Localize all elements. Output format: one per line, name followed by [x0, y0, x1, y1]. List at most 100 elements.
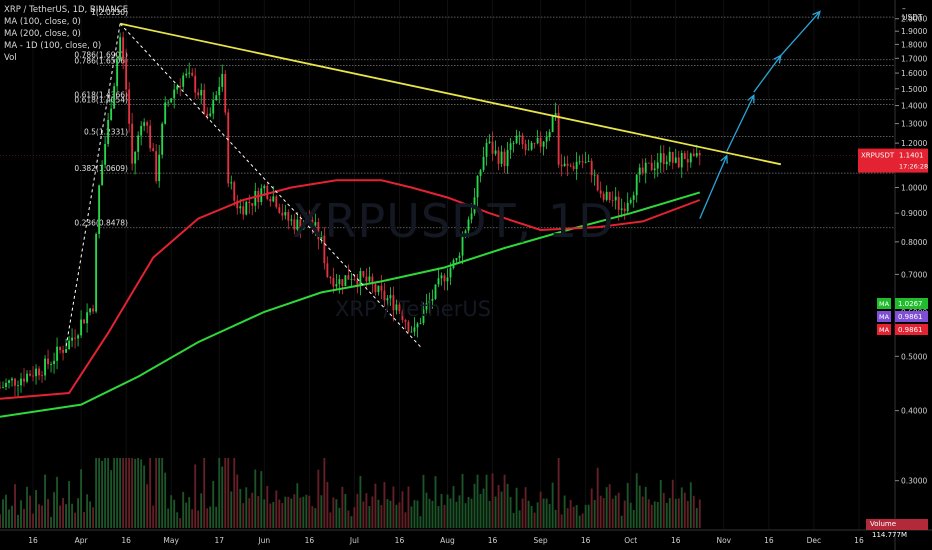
symbol-line: XRP / TetherUS, 1D, BINANCE	[4, 5, 129, 15]
volume-bar	[176, 512, 179, 528]
indicator-ma-1d-100[interactable]: MA - 1D (100, close, 0)	[4, 41, 102, 51]
candle-body	[539, 138, 542, 147]
volume-bar	[635, 473, 638, 528]
volume-bar	[563, 495, 566, 528]
candle-body	[461, 236, 464, 256]
volume-bar	[578, 515, 581, 528]
candle-body	[29, 373, 31, 376]
fib-level-label: 0.5(1.2331)	[84, 127, 128, 136]
volume-bar	[62, 497, 65, 528]
volume-bar	[92, 507, 95, 528]
candle-body	[401, 311, 404, 321]
volume-bar	[392, 486, 395, 528]
candle-body	[686, 159, 689, 163]
volume-bar	[77, 498, 80, 528]
candle-body	[266, 185, 269, 200]
candle-body	[692, 153, 695, 157]
candle-body	[419, 323, 422, 324]
volume-bar	[503, 474, 506, 528]
volume-bar	[515, 487, 518, 528]
volume-bar	[665, 503, 668, 528]
candle-body	[476, 175, 479, 198]
candle-body	[218, 86, 221, 96]
indicator-vol[interactable]: Vol	[4, 53, 17, 63]
volume-bar	[620, 515, 623, 528]
volume-bar	[29, 495, 31, 528]
volume-bar	[395, 504, 398, 528]
x-tick-label: Sep	[534, 536, 548, 545]
volume-bar	[11, 505, 13, 528]
volume-bar	[341, 486, 344, 528]
volume-bar	[428, 498, 431, 528]
volume-bar	[179, 518, 182, 528]
volume-bar	[629, 502, 632, 528]
last-price-badge	[858, 148, 928, 173]
y-tick-label: 1.4000	[901, 102, 927, 111]
x-tick-label: Dec	[807, 536, 822, 545]
candle-body	[164, 102, 167, 124]
volume-bar	[44, 474, 46, 528]
candle-body	[50, 364, 52, 365]
indicator-ma-200[interactable]: MA (200, close, 0)	[4, 29, 81, 39]
candle-body	[467, 219, 470, 231]
volume-bar	[536, 502, 539, 528]
candle-body	[2, 386, 4, 388]
candle-body	[557, 113, 560, 165]
candle-body	[35, 368, 37, 377]
volume-bar	[692, 495, 695, 528]
candle-body	[326, 263, 329, 278]
y-tick-label: 1.7000	[901, 54, 927, 63]
candle-body	[647, 162, 650, 164]
volume-bar	[290, 498, 293, 528]
volume-bar	[122, 458, 125, 528]
candle-body	[83, 319, 86, 324]
ma-badge-value-bg	[895, 324, 928, 335]
candle-body	[494, 150, 497, 154]
candle-body	[566, 163, 569, 166]
volume-bar	[275, 490, 278, 528]
candle-body	[656, 162, 659, 169]
volume-bar	[254, 469, 257, 528]
volume-bar	[680, 487, 683, 528]
candle-body	[275, 196, 278, 208]
volume-bar	[470, 498, 473, 528]
volume-bar	[527, 500, 530, 528]
volume-bar	[398, 502, 401, 528]
candle-body	[599, 190, 602, 194]
candle-body	[668, 151, 671, 162]
volume-bar	[257, 495, 260, 528]
x-tick-label: 16	[854, 536, 864, 545]
x-tick-label: Jul	[349, 536, 359, 545]
candle-body	[410, 331, 413, 333]
volume-bar	[152, 505, 155, 528]
projection-arrow-shaft	[753, 55, 782, 93]
projection-arrow-head	[747, 94, 755, 104]
candle-body	[302, 223, 305, 230]
candle-body	[284, 212, 287, 216]
candle-body	[221, 73, 224, 87]
candle-body	[389, 295, 392, 299]
chart-legend: XRP / TetherUS, 1D, BINANCE MA (100, clo…	[4, 4, 128, 64]
volume-bar	[284, 496, 287, 528]
volume-bar	[569, 499, 572, 528]
candle-body	[254, 190, 257, 206]
candle-body	[98, 185, 101, 234]
volume-bar	[65, 504, 68, 528]
volume-bar	[575, 505, 578, 528]
x-tick-label: 16	[305, 536, 315, 545]
volume-bar	[131, 458, 134, 528]
candle-body	[596, 174, 599, 191]
volume-bar	[653, 501, 656, 528]
candle-body	[506, 149, 509, 167]
volume-bar	[554, 509, 557, 528]
candle-body	[353, 279, 356, 281]
volume-bar	[167, 508, 170, 528]
candle-body	[500, 151, 503, 164]
projection-arrow-shaft	[699, 155, 728, 219]
indicator-ma-100[interactable]: MA (100, close, 0)	[4, 17, 81, 27]
candle-body	[422, 309, 425, 324]
volume-bar	[71, 503, 74, 528]
volume-bar	[443, 504, 446, 528]
volume-bar	[560, 514, 563, 528]
